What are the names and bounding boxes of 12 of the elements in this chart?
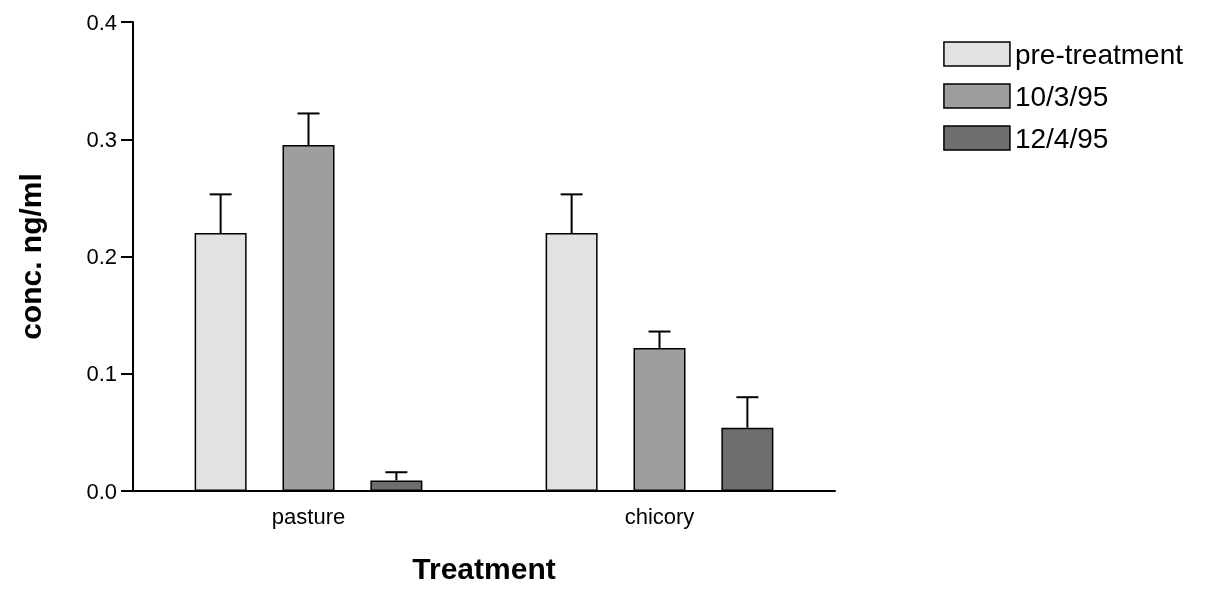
y-tick-label: 0.2 [86, 244, 117, 269]
y-tick-label: 0.3 [86, 126, 117, 152]
y-tick-label: 0.0 [86, 478, 117, 504]
y-tick-label: 0.1 [86, 361, 117, 387]
y-axis-title: conc. ng/ml [13, 173, 47, 340]
y-tick-label: 0.4 [86, 9, 117, 35]
x-tick-label: pasture [271, 503, 346, 529]
x-tick-label: chicory [624, 503, 695, 529]
legend-label: pre-treatment [1014, 38, 1184, 70]
legend-label: 10/3/95 [1014, 80, 1109, 112]
x-axis-title: Treatment [412, 551, 556, 585]
legend-label: 12/4/95 [1014, 122, 1109, 154]
